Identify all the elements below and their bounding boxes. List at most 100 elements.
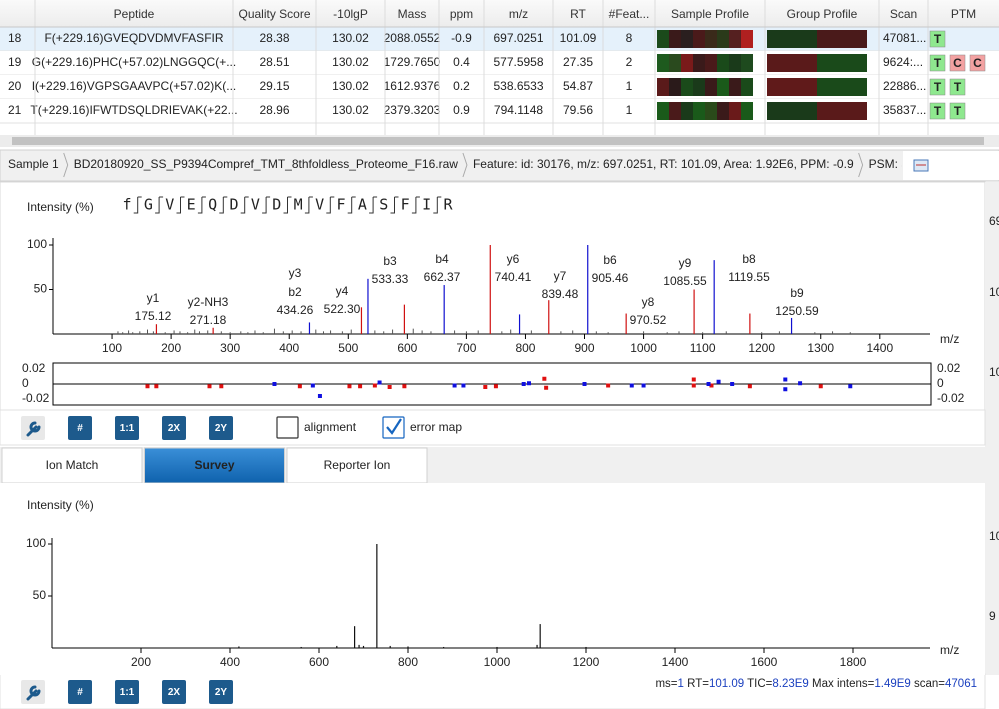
error-tick-label-left: -0.02 — [22, 391, 50, 405]
cell-feat: 1 — [626, 79, 633, 93]
x-tick-label: 1400 — [866, 341, 893, 355]
breadcrumb-item[interactable]: PSM: Scan 47081 — [869, 157, 966, 171]
panel-bg — [0, 483, 985, 675]
toolbar-button[interactable] — [209, 680, 233, 704]
ion-mz-label: 740.41 — [495, 270, 532, 284]
error-point — [207, 384, 212, 389]
error-point — [582, 382, 587, 386]
column-header[interactable]: ppm — [450, 7, 473, 21]
breadcrumb-chevron — [462, 152, 468, 178]
scrollbar-thumb[interactable] — [12, 137, 984, 145]
x-tick-label: 1100 — [690, 341, 716, 355]
fragment-bracket — [433, 196, 442, 214]
cell-rt: 27.35 — [563, 55, 593, 69]
column-header[interactable]: m/z — [509, 7, 528, 21]
toolbar-button-label: 1:1 — [120, 423, 135, 434]
ion-mz-label: 1250.59 — [775, 304, 819, 318]
toolbar-button[interactable] — [209, 416, 233, 440]
error-point — [154, 384, 159, 389]
error-point — [606, 383, 611, 388]
sample-profile-cell — [717, 30, 729, 48]
toolbar-button-label: # — [77, 687, 83, 698]
error-tick-label-right: 0 — [937, 376, 944, 390]
cell-lgp: 130.02 — [332, 55, 369, 69]
error-point — [691, 377, 696, 382]
error-point — [544, 385, 549, 390]
toolbar-button[interactable] — [115, 416, 139, 440]
breadcrumb-item[interactable]: Sample 1 — [8, 157, 59, 171]
ion-label: b4 — [435, 252, 449, 266]
cell-peptide: I(+229.16)VGPSGAAVPC(+57.02)K(... — [32, 79, 237, 93]
tab-label: Reporter Ion — [324, 458, 391, 472]
side-strip — [985, 182, 999, 675]
column-header[interactable]: Mass — [398, 7, 427, 21]
ion-mz-label: 970.52 — [630, 313, 667, 327]
x-tick-label: 600 — [397, 341, 417, 355]
toolbar-button[interactable] — [68, 416, 92, 440]
column-header[interactable]: Quality Score — [238, 7, 310, 21]
ion-label: y2-NH3 — [188, 295, 229, 309]
tab[interactable] — [1, 447, 143, 484]
x-tick-label: 1600 — [751, 655, 778, 669]
ion-label: b2 — [288, 285, 302, 299]
fragment-bracket — [219, 196, 228, 214]
cell-peptide: F(+229.16)GVEQDVDMVFASFIR — [44, 31, 223, 45]
x-tick-label: 800 — [515, 341, 535, 355]
column-header[interactable]: Peptide — [114, 7, 155, 21]
error-point — [377, 380, 382, 385]
breadcrumb-item[interactable]: BD20180920_SS_P9394Compref_TMT_8thfoldle… — [74, 157, 459, 171]
toolbar-button[interactable] — [162, 416, 186, 440]
cell-rt: 54.87 — [563, 79, 593, 93]
tab[interactable] — [286, 447, 428, 484]
error-point — [629, 383, 634, 388]
cell-rt: 101.09 — [560, 31, 597, 45]
x-tick-label: 100 — [102, 341, 122, 355]
sample-profile-cell — [705, 54, 717, 72]
sample-profile-cell — [705, 102, 717, 120]
ptm-badge — [929, 102, 946, 120]
column-header[interactable]: #Feat... — [609, 7, 650, 21]
ion-label: y8 — [642, 295, 655, 309]
sample-profile-cell — [705, 78, 717, 96]
ion-mz-label: 175.12 — [135, 309, 172, 323]
ptm-label: T — [954, 80, 962, 94]
cell-scan: 22886... — [883, 79, 926, 93]
sequence-residue: Q — [208, 196, 217, 214]
fragment-bracket — [347, 196, 356, 214]
ion-label: y9 — [679, 256, 692, 270]
column-header[interactable]: RT — [570, 7, 586, 21]
toolbar-button[interactable] — [68, 680, 92, 704]
x-tick-label: 1400 — [662, 655, 689, 669]
x-tick-label: 200 — [161, 341, 181, 355]
column-header[interactable]: Scan — [890, 7, 917, 21]
error-point — [358, 384, 363, 389]
toolbar-button[interactable] — [162, 680, 186, 704]
sequence-residue: R — [443, 196, 453, 214]
cell-feat: 2 — [626, 55, 633, 69]
ion-label: b9 — [790, 286, 804, 300]
column-header[interactable]: Sample Profile — [671, 7, 749, 21]
ptm-label: T — [934, 80, 942, 94]
column-header[interactable]: PTM — [951, 7, 976, 21]
ptm-badge — [929, 78, 946, 96]
breadcrumb-item[interactable]: Feature: id: 30176, m/z: 697.0251, RT: 1… — [473, 157, 854, 171]
tab[interactable] — [144, 447, 285, 484]
cell-mass: 2088.0552 — [384, 31, 441, 45]
error-point — [783, 377, 788, 382]
error-point — [709, 383, 714, 388]
checkbox[interactable] — [276, 416, 299, 439]
row-id: 19 — [8, 55, 22, 69]
ptm-badge — [949, 54, 966, 72]
sample-profile-cell — [741, 54, 753, 72]
error-point — [747, 384, 752, 389]
cell-mz: 794.1148 — [494, 103, 543, 117]
sample-profile-cell — [717, 54, 729, 72]
fragment-bracket — [390, 196, 399, 214]
x-tick-label: 1200 — [573, 655, 600, 669]
column-header[interactable]: Group Profile — [787, 7, 858, 21]
column-header[interactable]: -10lgP — [333, 7, 368, 21]
sample-profile-cell — [681, 102, 693, 120]
sample-profile-cell — [669, 102, 681, 120]
error-point — [527, 381, 532, 386]
toolbar-button[interactable] — [115, 680, 139, 704]
